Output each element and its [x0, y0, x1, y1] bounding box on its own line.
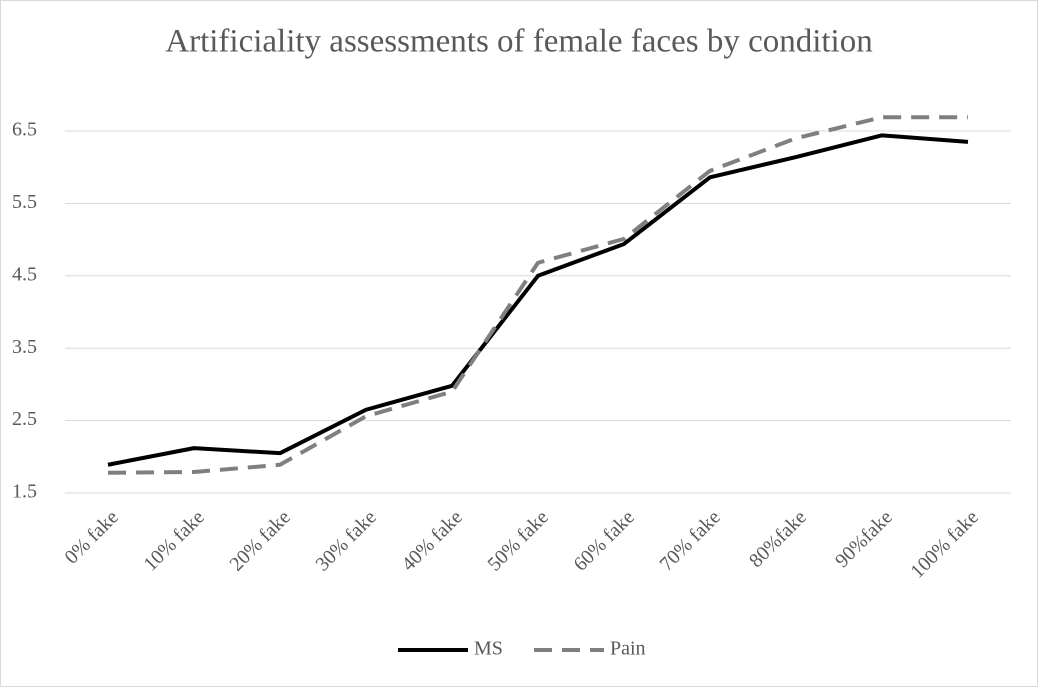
legend-label: MS: [474, 638, 503, 660]
legend-label: Pain: [610, 638, 646, 660]
y-tick-label: 2.5: [12, 408, 37, 430]
y-tick-label: 5.5: [12, 191, 37, 213]
y-tick-label: 3.5: [12, 336, 37, 358]
y-tick-label: 4.5: [12, 263, 37, 285]
series-line: [107, 115, 968, 475]
y-tick-label: 6.5: [12, 119, 37, 141]
chart-title: Artificiality assessments of female face…: [165, 24, 872, 60]
y-tick-label: 1.5: [12, 481, 37, 503]
series-line: [107, 133, 969, 467]
